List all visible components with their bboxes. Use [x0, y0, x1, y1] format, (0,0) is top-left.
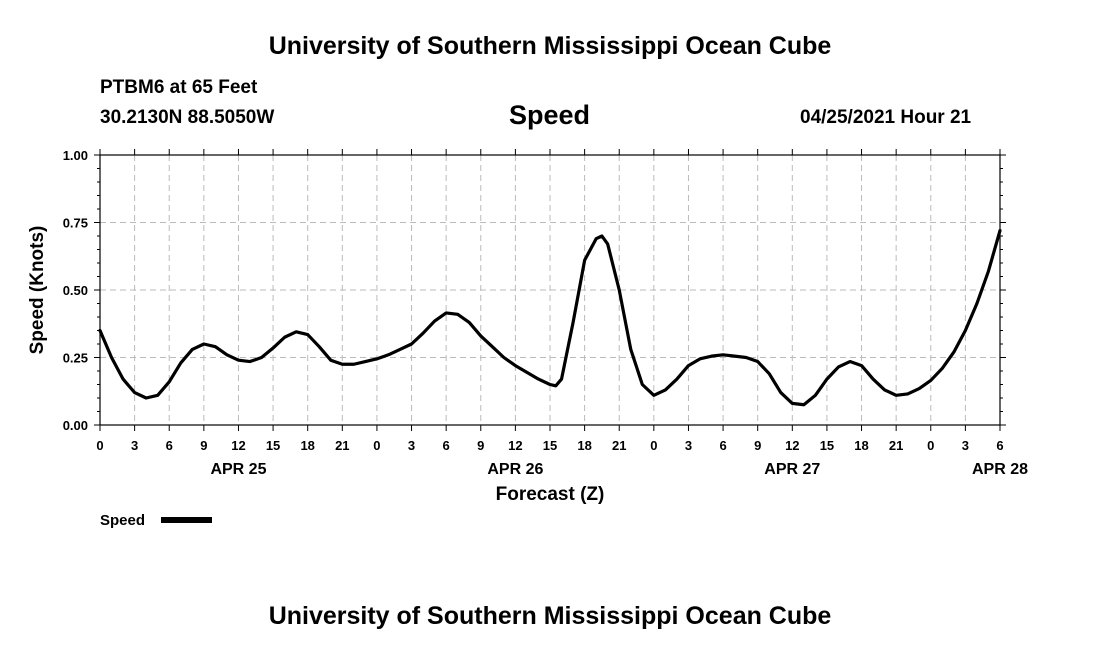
chart-title: Speed — [509, 100, 591, 130]
x-tick-label: 18 — [577, 438, 591, 453]
x-tick-label: 9 — [754, 438, 761, 453]
x-tick-label: 9 — [477, 438, 484, 453]
x-tick-label: 12 — [231, 438, 245, 453]
x-tick-label: 3 — [962, 438, 969, 453]
x-tick-label: 3 — [685, 438, 692, 453]
y-tick-label: 0.75 — [63, 216, 88, 231]
x-tick-label: 0 — [373, 438, 380, 453]
y-tick-label: 0.00 — [63, 418, 88, 433]
x-tick-label: 9 — [200, 438, 207, 453]
x-tick-label: 3 — [131, 438, 138, 453]
day-label: APR 27 — [764, 461, 820, 478]
day-label: APR 25 — [210, 461, 266, 478]
x-tick-label: 3 — [408, 438, 415, 453]
y-tick-label: 0.50 — [63, 283, 88, 298]
x-tick-label: 0 — [927, 438, 934, 453]
x-tick-label: 6 — [996, 438, 1003, 453]
axis-ticks — [94, 149, 1006, 431]
legend-swatch — [161, 517, 212, 523]
x-tick-label: 18 — [854, 438, 868, 453]
x-tick-label: 15 — [820, 438, 834, 453]
y-axis-label: Speed (Knots) — [27, 226, 48, 355]
speed-series-line — [98, 229, 1002, 407]
x-axis-label: Forecast (Z) — [496, 484, 605, 505]
day-label: APR 28 — [972, 461, 1028, 478]
run-time-label: 04/25/2021 Hour 21 — [800, 107, 972, 128]
x-tick-label: 21 — [889, 438, 903, 453]
location-label: 30.2130N 88.5050W — [100, 107, 275, 128]
legend-label: Speed — [100, 512, 145, 529]
x-tick-label: 6 — [166, 438, 173, 453]
x-tick-label: 15 — [543, 438, 557, 453]
x-tick-label: 12 — [785, 438, 799, 453]
station-label: PTBM6 at 65 Feet — [100, 77, 258, 98]
x-tick-label: 18 — [300, 438, 314, 453]
x-tick-labels: 0 3 6 9 12 15 18 21 0 3 6 9 12 15 18 21 0 3 6 9 12 15 18 21 0 3 6 — [96, 438, 1003, 453]
x-tick-label: 15 — [266, 438, 280, 453]
x-tick-label: 0 — [650, 438, 657, 453]
bottom-title: University of Southern Mississippi Ocean… — [268, 602, 832, 630]
day-label: APR 26 — [487, 461, 543, 478]
day-labels: APR 25 APR 26 APR 27 APR 28 — [210, 461, 1028, 478]
y-tick-label: 0.25 — [63, 351, 88, 366]
x-tick-label: 21 — [335, 438, 349, 453]
x-tick-label: 6 — [719, 438, 726, 453]
x-tick-label: 0 — [96, 438, 103, 453]
x-tick-label: 6 — [443, 438, 450, 453]
x-tick-label: 12 — [508, 438, 522, 453]
top-title: University of Southern Mississippi Ocean… — [268, 32, 832, 60]
y-tick-label: 1.00 — [63, 148, 88, 163]
y-tick-labels: 0.00 0.25 0.50 0.75 1.00 — [63, 148, 88, 433]
x-tick-label: 21 — [612, 438, 626, 453]
